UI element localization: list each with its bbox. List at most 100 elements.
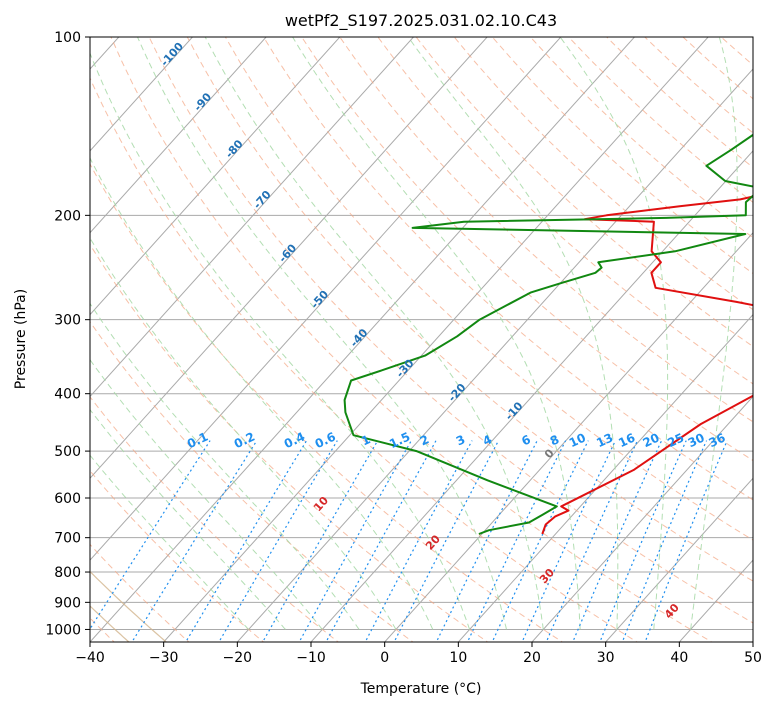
dry-adiabat-label: 40 <box>662 601 682 621</box>
dry-adiabat-line <box>90 243 489 642</box>
mixing-ratio-line <box>298 440 412 642</box>
mixing-ratio-label: 36 <box>706 431 727 451</box>
mixing-ratio-label: 3 <box>454 432 467 448</box>
dry-adiabat-label: 20 <box>423 532 443 552</box>
mixing-ratio-line <box>466 440 567 642</box>
dry-adiabat-line <box>339 37 753 423</box>
temperature-line <box>541 195 753 535</box>
y-axis-title: Pressure (hPa) <box>13 289 29 389</box>
mixing-ratio-label: 0.2 <box>232 430 257 452</box>
x-axis-title: Temperature (°C) <box>360 681 482 697</box>
mixing-ratio-label: 20 <box>641 431 662 451</box>
mixing-ratio-line <box>90 440 211 631</box>
mixing-ratio-label: 10 <box>567 431 588 451</box>
mixing-ratio-label: 6 <box>519 432 532 448</box>
mixing-ratio-line <box>131 440 258 642</box>
moist-adiabat-line <box>90 51 471 630</box>
isotherm-label: -80 <box>223 137 246 161</box>
isotherm-label: 0 <box>542 446 557 461</box>
moist-adiabat-line <box>292 37 581 630</box>
mixing-ratio-line <box>218 440 338 642</box>
isotherm-label: -40 <box>348 326 371 350</box>
x-tick-label: 50 <box>744 650 762 666</box>
dry-adiabat-line <box>148 37 753 624</box>
dry-adiabat-line <box>110 37 713 642</box>
x-tick-label: 0 <box>380 650 389 666</box>
moist-adiabat-line <box>90 358 323 630</box>
mixing-ratio-line <box>599 440 687 642</box>
mixing-ratio-line <box>545 440 639 642</box>
chart-title: wetPf2_S197.2025.031.02.10.C43 <box>285 11 557 31</box>
x-tick-label: −40 <box>75 650 105 666</box>
mixing-ratio-label: 1.5 <box>387 430 412 452</box>
dry-adiabat-line <box>90 470 265 642</box>
dry-adiabat-line <box>90 76 638 642</box>
y-tick-label: 700 <box>54 531 81 547</box>
moist-adiabat-line <box>690 37 738 630</box>
isotherm-line <box>604 477 753 642</box>
mixing-ratio-line <box>435 440 538 642</box>
isotherm-line <box>90 37 636 642</box>
mixing-ratio-line <box>393 440 500 642</box>
moist-adiabat-line <box>90 302 360 630</box>
y-tick-label: 200 <box>54 208 81 224</box>
y-tick-label: 300 <box>54 313 81 329</box>
isotherm-label: -20 <box>446 381 469 405</box>
moist-adiabat-line <box>90 237 397 630</box>
mixing-ratio-line <box>185 440 308 642</box>
isotherm-line <box>90 37 341 316</box>
mixing-ratio-line <box>521 440 617 642</box>
dry-adiabat-line <box>415 37 753 348</box>
axis-layer: −40 −30 −20 −10 0 10 20 30 40 5010020030040050060… <box>45 30 762 666</box>
mixing-ratio-line <box>572 440 663 642</box>
isotherm-line <box>531 395 753 642</box>
data-layer <box>343 133 753 535</box>
mixing-ratio-line <box>325 440 437 642</box>
background-adiabat-line <box>90 570 168 642</box>
dry-adiabat-line <box>224 37 753 541</box>
dry-adiabat-line <box>90 543 190 642</box>
moist-adiabat-line <box>407 37 619 630</box>
isotherm-label: -90 <box>191 90 214 114</box>
y-tick-label: 500 <box>54 444 81 460</box>
y-tick-label: 100 <box>54 30 81 46</box>
dry-adiabat-label: 10 <box>311 494 331 514</box>
isotherm-line <box>90 37 562 561</box>
isotherm-line <box>236 68 753 642</box>
isotherm-label: -60 <box>276 241 299 265</box>
dry-adiabat-line <box>720 37 753 66</box>
mixing-ratio-line <box>644 440 728 642</box>
mixing-ratio-line <box>621 440 708 642</box>
dry-adiabat-line <box>186 37 753 582</box>
mixing-ratio-line <box>262 440 379 642</box>
mixing-ratio-label: 0.4 <box>282 430 307 452</box>
grid-layer <box>90 37 753 642</box>
dry-adiabat-line <box>644 37 753 134</box>
y-tick-label: 400 <box>54 387 81 403</box>
plot-frame <box>89 36 754 643</box>
y-tick-label: 600 <box>54 491 81 507</box>
dry-adiabat-line <box>529 37 753 239</box>
moist-adiabat-line <box>90 454 249 630</box>
mixing-ratio-label: 2 <box>418 432 431 448</box>
dry-adiabat-line <box>453 37 753 311</box>
isotherm-line <box>90 37 488 480</box>
isotherm-line <box>162 37 709 642</box>
dry-adiabat-label: 30 <box>537 566 557 586</box>
mixing-ratio-label: 13 <box>594 431 615 451</box>
y-tick-label: 1000 <box>45 622 81 638</box>
isotherm-line <box>310 150 753 642</box>
x-tick-label: 40 <box>670 650 688 666</box>
x-tick-label: −10 <box>296 650 326 666</box>
dewpoint-line <box>343 133 753 535</box>
x-tick-label: 20 <box>523 650 541 666</box>
dry-adiabat-line <box>90 162 564 642</box>
x-tick-label: −20 <box>223 650 253 666</box>
mixing-ratio-label: 16 <box>616 431 637 451</box>
moist-adiabat-line <box>204 37 544 630</box>
x-tick-label: 10 <box>449 650 467 666</box>
line-label-layer: 0.1 0.2 0.4 0.6 1 1.5 2 3 4 6 8 10 13 16 20 25 30 36-100-… <box>158 40 727 622</box>
isotherm-line <box>90 37 267 234</box>
isotherm-line <box>90 37 415 398</box>
